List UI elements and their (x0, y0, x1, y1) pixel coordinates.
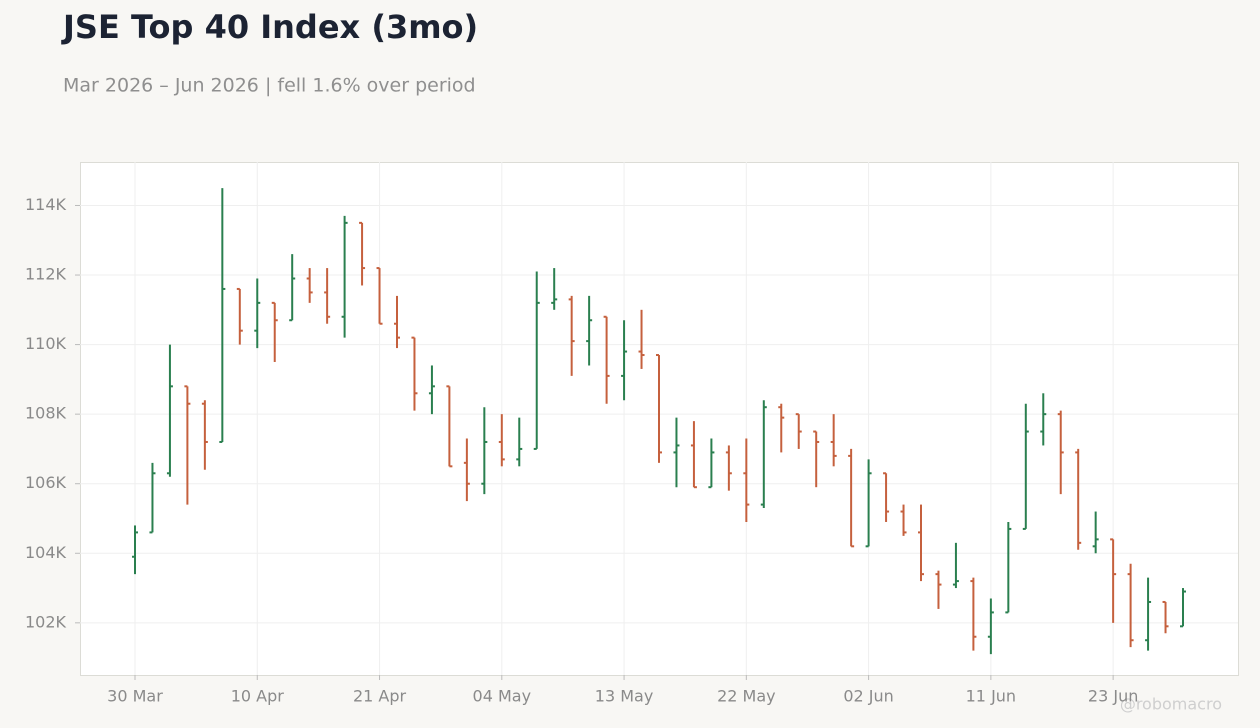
x-tick-label: 22 May (717, 687, 776, 706)
x-tick-label: 10 Apr (231, 687, 285, 706)
y-tick-label: 102K (25, 612, 67, 631)
x-tick-label: 30 Mar (107, 687, 163, 706)
y-tick-label: 110K (25, 334, 67, 353)
x-tick-label: 04 May (473, 687, 532, 706)
chart-title: JSE Top 40 Index (3mo) (61, 8, 478, 46)
y-tick-label: 112K (25, 265, 67, 284)
y-tick-label: 106K (25, 473, 67, 492)
y-tick-label: 114K (25, 195, 67, 214)
x-tick-label: 11 Jun (966, 687, 1016, 706)
x-tick-label: 13 May (595, 687, 654, 706)
watermark: @robomacro (1120, 695, 1222, 714)
x-tick-label: 02 Jun (843, 687, 893, 706)
x-tick-label: 23 Jun (1088, 687, 1138, 706)
chart-subtitle: Mar 2026 – Jun 2026 | fell 1.6% over per… (63, 75, 476, 97)
x-tick-label: 21 Apr (353, 687, 407, 706)
y-tick-label: 104K (25, 543, 67, 562)
y-tick-label: 108K (25, 404, 67, 423)
